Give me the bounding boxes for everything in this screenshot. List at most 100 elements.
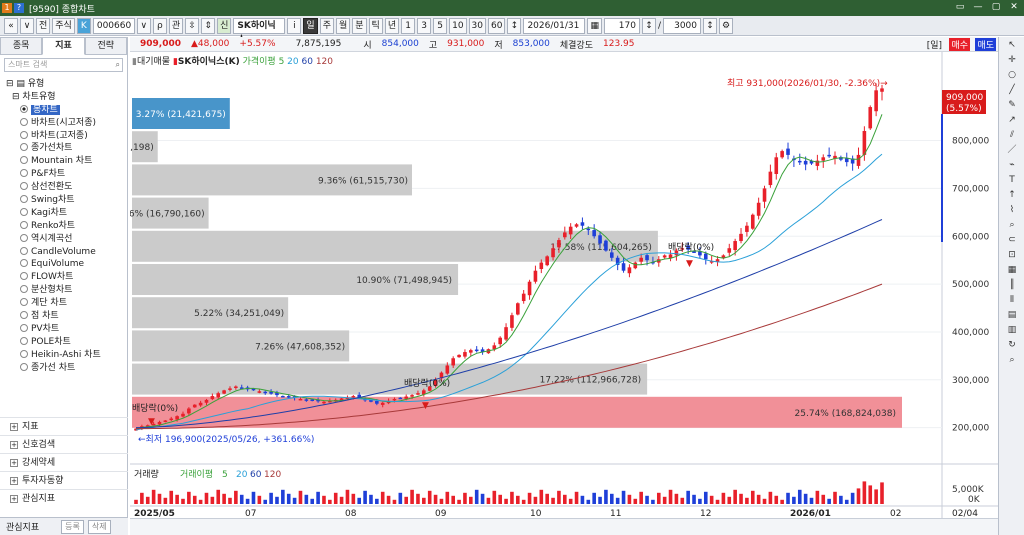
updown-icon[interactable]: ⇳ [185, 17, 200, 34]
sort-icon[interactable]: ⇕ [201, 17, 216, 34]
radio-icon[interactable] [20, 130, 28, 139]
search-icon[interactable]: ⌕ [115, 60, 120, 69]
scroll-strip[interactable] [130, 518, 998, 535]
radio-icon[interactable] [20, 311, 28, 320]
pen-icon[interactable]: ✎ [1008, 100, 1016, 110]
nav-back-button[interactable]: « [4, 17, 18, 34]
text-icon[interactable]: T [1009, 175, 1015, 185]
chart-type-item[interactable]: 바차트(고저종) [6, 130, 121, 143]
nav-dropdown-button[interactable]: ∨ [20, 17, 34, 34]
tree-root[interactable]: ⊟ ▤ 유형 [6, 79, 45, 89]
radio-icon[interactable] [20, 104, 28, 113]
section-item[interactable]: + 관심지표 [0, 489, 128, 507]
restore-icon[interactable]: ▭ [955, 2, 965, 12]
zoom-icon[interactable]: ⌕ [1009, 220, 1015, 230]
circle-icon[interactable]: ○ [1008, 70, 1016, 80]
chart-type-item[interactable]: Mountain 차트 [6, 155, 121, 168]
stock-type-button[interactable]: 주식 [52, 17, 75, 34]
chart-type-item[interactable]: 점 차트 [6, 310, 121, 323]
radio-icon[interactable] [20, 362, 28, 371]
radio-icon[interactable] [20, 182, 28, 191]
tree-group[interactable]: ⊟ 차트유형 [12, 91, 56, 102]
magnify-icon[interactable]: ⌕ [1009, 355, 1015, 365]
chart-type-item[interactable]: 바차트(시고저종) [6, 117, 121, 130]
section-item[interactable]: + 강세약세 [0, 453, 128, 471]
max-count-input[interactable]: 3000 [663, 17, 702, 34]
chart-type-item[interactable]: 종가선차트 [6, 142, 121, 155]
period-year-button[interactable]: 년 [384, 17, 400, 34]
ray-icon[interactable]: ↗ [1008, 115, 1016, 125]
price-chart[interactable]: 200,000 300,000 400,000 500,000 600,000 700,0… [130, 52, 998, 518]
radio-icon[interactable] [20, 336, 28, 345]
period-month-button[interactable]: 월 [335, 17, 351, 34]
chart-type-item[interactable]: P&F차트 [6, 168, 121, 181]
interval-1-button[interactable]: 1 [401, 17, 416, 34]
section-item[interactable]: + 투자자동향 [0, 471, 128, 489]
period-week-button[interactable]: 주 [319, 17, 334, 34]
radio-icon[interactable] [20, 195, 28, 204]
crosshair-icon[interactable]: ✛ [1008, 55, 1016, 65]
magnet-icon[interactable]: ⊂ [1008, 235, 1016, 245]
expand-icon[interactable]: + [10, 441, 18, 449]
chart-type-item[interactable]: 종가선 차트 [6, 362, 121, 375]
info-icon[interactable]: i [287, 17, 302, 34]
expand-icon[interactable]: + [10, 477, 18, 485]
smart-search-input[interactable]: 스마트 검색 ⌕ [4, 58, 123, 72]
chart-type-item[interactable]: POLE차트 [6, 336, 121, 349]
radio-icon[interactable] [20, 207, 28, 216]
day-button[interactable]: [일] [926, 40, 942, 51]
radio-icon[interactable] [20, 298, 28, 307]
layout-icon[interactable]: ▤ [1007, 310, 1017, 320]
chart-type-item[interactable]: 역시계곡선 [6, 233, 121, 246]
credit-badge[interactable]: 신 [217, 17, 232, 34]
arrow-icon[interactable]: ↑ [1008, 190, 1016, 200]
chart-type-item[interactable]: EquiVolume [6, 258, 121, 271]
channel-icon[interactable]: ⫽ [1009, 130, 1014, 140]
expand-icon[interactable]: + [10, 495, 18, 503]
radio-icon[interactable] [20, 349, 28, 358]
radio-icon[interactable] [20, 143, 28, 152]
columns-icon[interactable]: ⦀ [1010, 295, 1014, 305]
radio-icon[interactable] [20, 233, 28, 242]
line-icon[interactable]: ／ [1007, 145, 1017, 155]
tab-strategy[interactable]: 전략 [84, 37, 127, 55]
radio-icon[interactable] [20, 259, 28, 268]
interval-10-button[interactable]: 10 [449, 17, 467, 34]
interval-3-button[interactable]: 3 [417, 17, 432, 34]
maximize-icon[interactable]: ▢ [991, 2, 1001, 12]
table-icon[interactable]: ▥ [1007, 325, 1017, 335]
grid-icon[interactable]: ▦ [1007, 265, 1017, 275]
help-icon[interactable]: ? [14, 3, 24, 13]
stock-name-field[interactable]: SK하이닉스 [233, 17, 286, 45]
radio-icon[interactable] [20, 117, 28, 126]
max-spinner-icon[interactable]: ↕ [703, 17, 718, 34]
code-dropdown-icon[interactable]: ∨ [136, 17, 151, 34]
chart-type-item[interactable]: 분산형차트 [6, 284, 121, 297]
search-icon[interactable]: ρ [152, 17, 167, 34]
chart-type-item[interactable]: FLOW차트 [6, 271, 121, 284]
radio-icon[interactable] [20, 156, 28, 165]
radio-icon[interactable] [20, 285, 28, 294]
section-item[interactable]: + 지표 [0, 417, 128, 435]
chart-type-item[interactable]: Heikin-Ashi 차트 [6, 349, 121, 362]
buy-button[interactable]: 매수 [949, 37, 970, 51]
calendar-icon[interactable]: ▦ [587, 17, 602, 34]
radio-icon[interactable] [20, 272, 28, 281]
related-button[interactable]: 관 [168, 17, 184, 34]
sell-button[interactable]: 매도 [975, 37, 996, 51]
prev-button[interactable]: 전 [36, 17, 51, 34]
expand-icon[interactable]: + [10, 423, 18, 431]
chart-type-item[interactable]: Swing차트 [6, 194, 121, 207]
cursor-icon[interactable]: ↖ [1008, 40, 1016, 50]
fibo-icon[interactable]: ⌇ [1009, 205, 1015, 215]
period-minute-button[interactable]: 분 [352, 17, 367, 34]
interval-dropdown-icon[interactable]: ↕ [507, 17, 522, 34]
measure-icon[interactable]: ⊡ [1008, 250, 1016, 260]
radio-icon[interactable] [20, 246, 28, 255]
chart-type-item[interactable]: PV차트 [6, 323, 121, 336]
count-spinner-icon[interactable]: ↕ [641, 17, 656, 34]
section-item[interactable]: + 신호검색 [0, 435, 128, 453]
refresh-icon[interactable]: ↻ [1008, 340, 1016, 350]
tab-stock[interactable]: 종목 [0, 37, 43, 55]
minimize-icon[interactable]: — [973, 2, 983, 12]
